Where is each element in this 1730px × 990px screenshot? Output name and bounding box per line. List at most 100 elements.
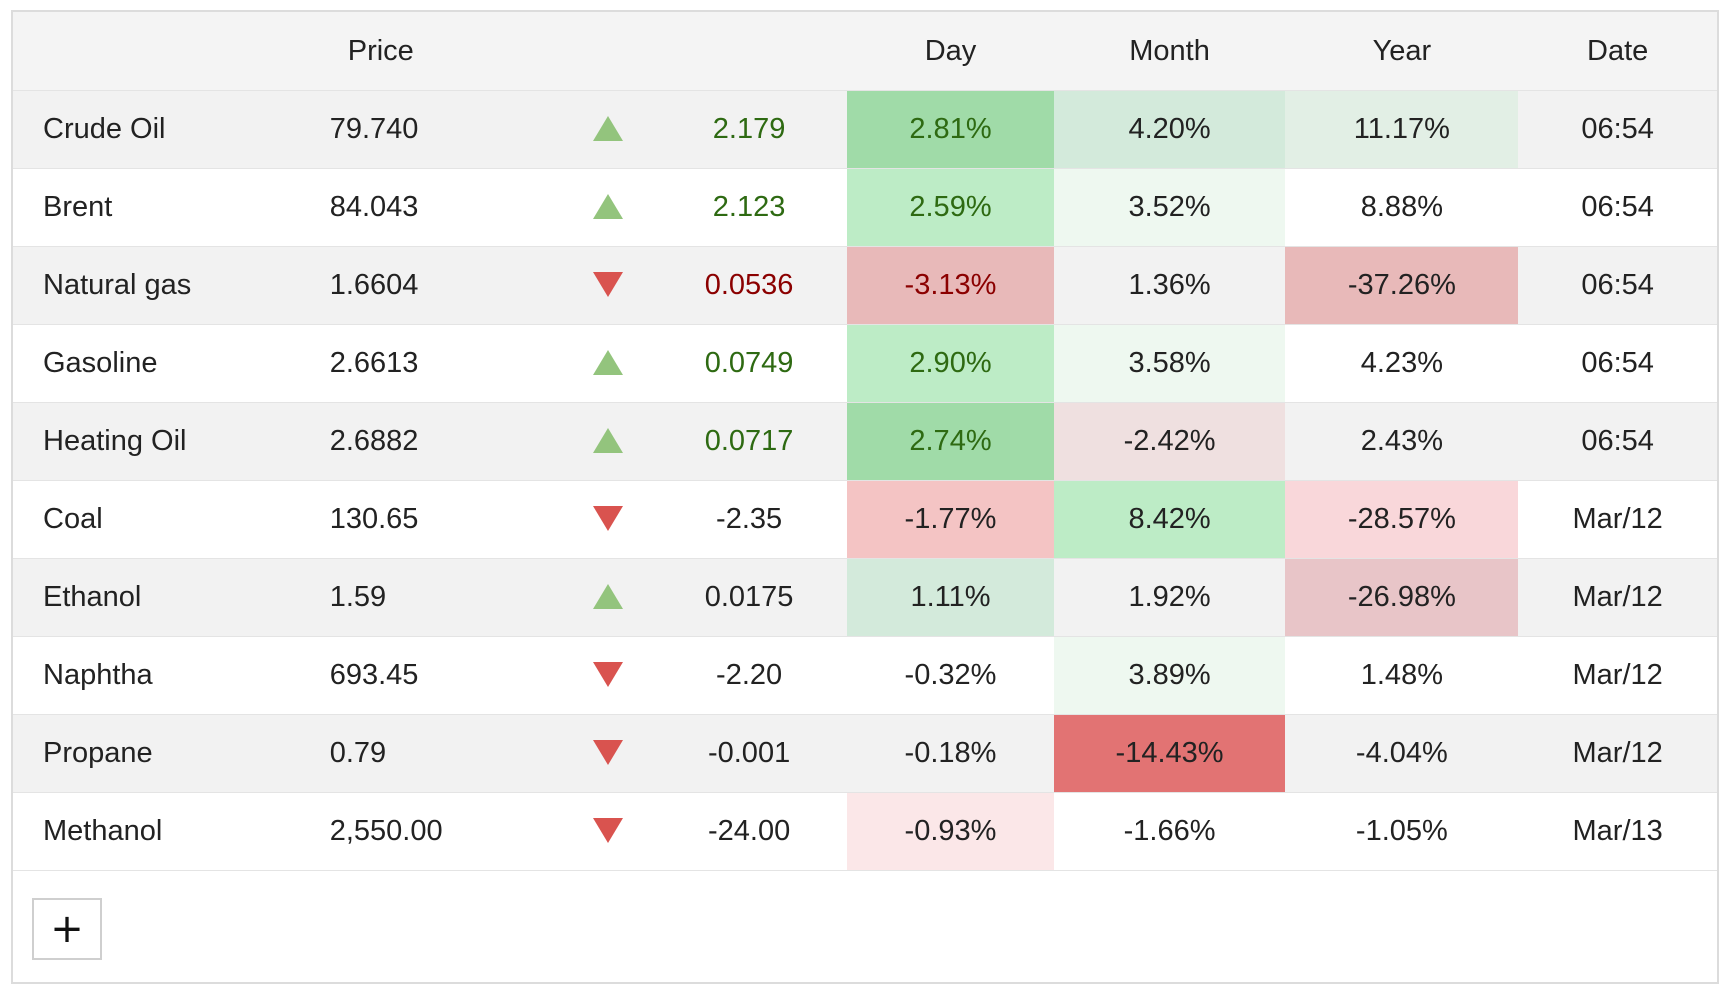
trend-cell xyxy=(564,636,651,715)
year-percent: -26.98% xyxy=(1285,558,1519,637)
table-row[interactable]: Heating Oil 2.6882 0.0717 2.74% -2.42% 2.43% 0… xyxy=(13,402,1717,481)
date-value: Mar/12 xyxy=(1518,558,1717,637)
commodity-name[interactable]: Methanol xyxy=(13,792,330,871)
table-row[interactable]: Crude Oil 79.740 2.179 2.81% 4.20% 11.17% 06:5… xyxy=(13,90,1717,169)
month-percent: 3.52% xyxy=(1053,168,1286,247)
arrow-down-icon xyxy=(592,505,623,531)
date-value: Mar/12 xyxy=(1518,480,1717,559)
commodities-table: Price Day Month Year Date Crude Oil 79.74… xyxy=(13,12,1717,871)
date-value: Mar/12 xyxy=(1518,714,1717,793)
commodity-name[interactable]: Propane xyxy=(13,714,330,793)
arrow-down-icon xyxy=(592,661,623,687)
header-date[interactable]: Date xyxy=(1518,12,1717,91)
change-value: -2.35 xyxy=(650,480,848,559)
commodity-name[interactable]: Natural gas xyxy=(13,246,330,325)
day-percent: -0.93% xyxy=(847,792,1054,871)
month-percent: 3.58% xyxy=(1053,324,1286,403)
day-percent: 2.74% xyxy=(847,402,1054,481)
month-percent: 1.36% xyxy=(1053,246,1286,325)
year-percent: -37.26% xyxy=(1285,246,1519,325)
day-percent: 2.81% xyxy=(847,90,1054,169)
change-value: 0.0175 xyxy=(650,558,848,637)
change-value: -0.001 xyxy=(650,714,848,793)
month-percent: 3.89% xyxy=(1053,636,1286,715)
year-percent: -28.57% xyxy=(1285,480,1519,559)
year-percent: -4.04% xyxy=(1285,714,1519,793)
header-change xyxy=(650,12,848,91)
table-row[interactable]: Propane 0.79 -0.001 -0.18% -14.43% -4.04% Mar/… xyxy=(13,714,1717,793)
date-value: 06:54 xyxy=(1518,168,1717,247)
add-button[interactable]: + xyxy=(32,898,102,960)
table-row[interactable]: Brent 84.043 2.123 2.59% 3.52% 8.88% 06:54 xyxy=(13,168,1717,247)
price-value: 79.740 xyxy=(329,90,565,169)
change-value: -24.00 xyxy=(650,792,848,871)
month-percent: 1.92% xyxy=(1053,558,1286,637)
table-row[interactable]: Methanol 2,550.00 -24.00 -0.93% -1.66% -1.05%… xyxy=(13,792,1717,871)
arrow-down-icon xyxy=(592,271,623,297)
header-price[interactable]: Price xyxy=(329,12,565,91)
year-percent: 1.48% xyxy=(1285,636,1519,715)
day-percent: -0.32% xyxy=(847,636,1054,715)
table-row[interactable]: Ethanol 1.59 0.0175 1.11% 1.92% -26.98% Mar/12 xyxy=(13,558,1717,637)
day-percent: 1.11% xyxy=(847,558,1054,637)
change-value: -2.20 xyxy=(650,636,848,715)
year-percent: 2.43% xyxy=(1285,402,1519,481)
header-name xyxy=(13,12,330,91)
trend-cell xyxy=(564,402,651,481)
trend-cell xyxy=(564,168,651,247)
commodity-name[interactable]: Heating Oil xyxy=(13,402,330,481)
day-percent: -3.13% xyxy=(847,246,1054,325)
date-value: 06:54 xyxy=(1518,246,1717,325)
price-value: 84.043 xyxy=(329,168,565,247)
arrow-up-icon xyxy=(592,427,623,453)
trend-cell xyxy=(564,714,651,793)
table-row[interactable]: Gasoline 2.6613 0.0749 2.90% 3.58% 4.23% 06:54 xyxy=(13,324,1717,403)
header-month[interactable]: Month xyxy=(1053,12,1286,91)
trend-cell xyxy=(564,792,651,871)
year-percent: -1.05% xyxy=(1285,792,1519,871)
commodity-name[interactable]: Brent xyxy=(13,168,330,247)
month-percent: 8.42% xyxy=(1053,480,1286,559)
table-row[interactable]: Coal 130.65 -2.35 -1.77% 8.42% -28.57% Mar/12 xyxy=(13,480,1717,559)
trend-cell xyxy=(564,558,651,637)
year-percent: 8.88% xyxy=(1285,168,1519,247)
arrow-up-icon xyxy=(592,349,623,375)
header-row: Price Day Month Year Date xyxy=(13,12,1717,91)
day-percent: -0.18% xyxy=(847,714,1054,793)
year-percent: 11.17% xyxy=(1285,90,1519,169)
header-year[interactable]: Year xyxy=(1285,12,1519,91)
trend-cell xyxy=(564,324,651,403)
date-value: 06:54 xyxy=(1518,90,1717,169)
change-value: 2.123 xyxy=(650,168,848,247)
commodity-name[interactable]: Crude Oil xyxy=(13,90,330,169)
arrow-down-icon xyxy=(592,739,623,765)
commodity-name[interactable]: Gasoline xyxy=(13,324,330,403)
commodity-name[interactable]: Coal xyxy=(13,480,330,559)
day-percent: -1.77% xyxy=(847,480,1054,559)
date-value: Mar/13 xyxy=(1518,792,1717,871)
arrow-up-icon xyxy=(592,115,623,141)
price-value: 2.6882 xyxy=(329,402,565,481)
commodity-name[interactable]: Ethanol xyxy=(13,558,330,637)
table-row[interactable]: Naphtha 693.45 -2.20 -0.32% 3.89% 1.48% Mar/12 xyxy=(13,636,1717,715)
year-percent: 4.23% xyxy=(1285,324,1519,403)
arrow-down-icon xyxy=(592,817,623,843)
header-day[interactable]: Day xyxy=(847,12,1054,91)
day-percent: 2.90% xyxy=(847,324,1054,403)
table-row[interactable]: Natural gas 1.6604 0.0536 -3.13% 1.36% -37.26… xyxy=(13,246,1717,325)
commodities-panel: Price Day Month Year Date Crude Oil 79.74… xyxy=(11,10,1719,984)
price-value: 1.6604 xyxy=(329,246,565,325)
price-value: 1.59 xyxy=(329,558,565,637)
trend-cell xyxy=(564,480,651,559)
price-value: 693.45 xyxy=(329,636,565,715)
month-percent: 4.20% xyxy=(1053,90,1286,169)
arrow-up-icon xyxy=(592,583,623,609)
commodity-name[interactable]: Naphtha xyxy=(13,636,330,715)
price-value: 0.79 xyxy=(329,714,565,793)
trend-cell xyxy=(564,246,651,325)
trend-cell xyxy=(564,90,651,169)
date-value: 06:54 xyxy=(1518,402,1717,481)
month-percent: -14.43% xyxy=(1053,714,1286,793)
price-value: 2.6613 xyxy=(329,324,565,403)
change-value: 0.0536 xyxy=(650,246,848,325)
